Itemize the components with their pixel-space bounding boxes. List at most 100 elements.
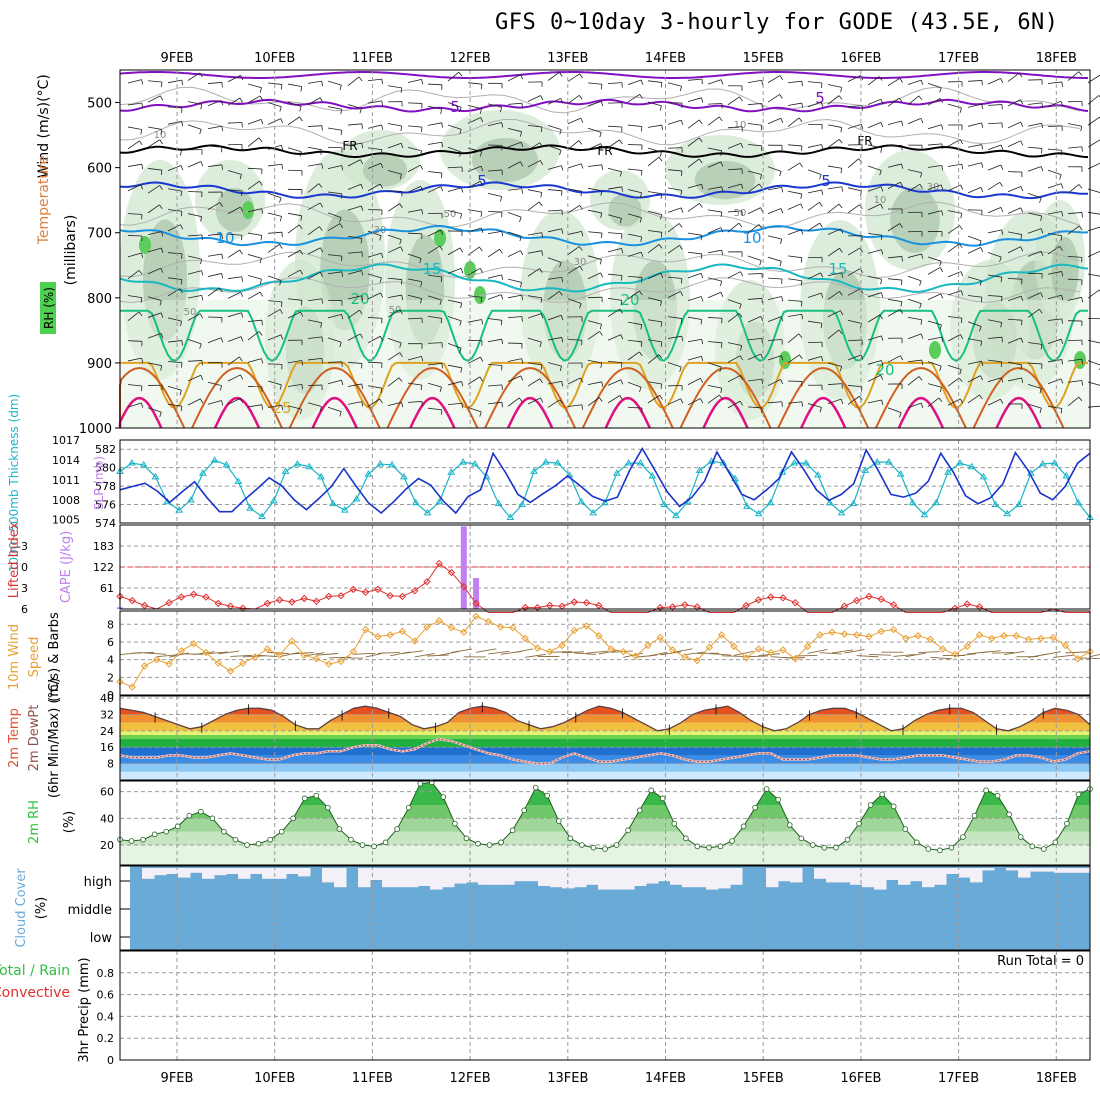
wind-barb bbox=[427, 105, 443, 115]
high-cloud-bar bbox=[898, 868, 911, 885]
wind-barb bbox=[347, 183, 364, 190]
wind-barb-staff bbox=[247, 167, 263, 170]
wind-barb-flag bbox=[620, 379, 624, 385]
wind-barb-staff bbox=[927, 256, 942, 262]
rh-point bbox=[567, 835, 574, 842]
wind-barb-staff bbox=[747, 144, 762, 147]
wind-barb-flag bbox=[920, 118, 924, 124]
wind-barb-flag bbox=[781, 296, 784, 302]
wind-barb bbox=[947, 225, 963, 234]
wind-barb-staff bbox=[567, 265, 581, 274]
wind-barb-flag bbox=[1020, 364, 1023, 370]
wind-barb bbox=[687, 232, 703, 241]
wind-barb bbox=[587, 320, 602, 330]
wind-barb-staff bbox=[1007, 186, 1022, 193]
thickness-point bbox=[139, 460, 148, 468]
wind-barb bbox=[847, 144, 863, 150]
wind-barb-staff bbox=[447, 268, 462, 274]
wind-barb-flag bbox=[659, 105, 662, 111]
wind-barb-staff bbox=[1027, 403, 1042, 409]
wind-barb bbox=[967, 235, 982, 246]
wind-barb-staff bbox=[247, 275, 262, 280]
wind-barb-staff bbox=[227, 189, 242, 192]
wind-barb-flag bbox=[639, 351, 643, 357]
wind-barb bbox=[967, 209, 983, 216]
wind-barb-staff bbox=[387, 294, 402, 299]
wind-barb-flag bbox=[440, 229, 444, 235]
surface-wind-barb bbox=[844, 649, 865, 654]
wind-barb-flag bbox=[421, 79, 424, 85]
wind-barb-flag bbox=[480, 117, 484, 123]
wind-barb-flag bbox=[779, 75, 783, 81]
wind-barb bbox=[867, 249, 884, 255]
wind-barb bbox=[327, 361, 343, 367]
wind-barb bbox=[287, 339, 303, 346]
wind-barb-flag bbox=[919, 280, 922, 286]
wind-barb-staff bbox=[587, 272, 601, 280]
cloud-axis-label: Cloud Cover bbox=[14, 868, 29, 948]
slp-tick-label: 1017 bbox=[52, 434, 80, 447]
isotherm-line bbox=[119, 224, 1089, 247]
wind-barb-staff bbox=[927, 397, 940, 408]
bottom-date-label: 11FEB bbox=[352, 1071, 393, 1086]
surface-wind-barb bbox=[316, 653, 339, 656]
wind-barb-staff bbox=[687, 119, 700, 129]
wind-barb-staff bbox=[987, 336, 1002, 339]
wind-barb bbox=[367, 147, 383, 155]
precip-frame bbox=[119, 950, 1091, 1061]
high-cloud-bar bbox=[322, 868, 335, 883]
wind-barb-staff bbox=[267, 102, 282, 108]
temp-band bbox=[120, 734, 1090, 740]
wind-barb-flag bbox=[439, 245, 443, 251]
wind-barb bbox=[527, 313, 544, 319]
wind-barb-flag bbox=[401, 294, 404, 301]
wind-barb-staff bbox=[627, 168, 642, 171]
wind-barb bbox=[427, 122, 444, 128]
wind-barb bbox=[527, 232, 544, 238]
wind-barb-flag bbox=[819, 202, 823, 207]
wind-barb-staff bbox=[227, 336, 242, 342]
wind-barb bbox=[887, 298, 903, 307]
wind-barb-staff bbox=[607, 232, 622, 235]
wind-barb-staff bbox=[427, 315, 442, 319]
li-tick-label: 3 bbox=[21, 582, 28, 595]
wind-barb bbox=[1007, 295, 1024, 302]
thickness-point bbox=[660, 500, 669, 508]
wind-barb-flag bbox=[660, 82, 663, 88]
wind-barb-staff bbox=[947, 364, 962, 370]
wind-barb-staff bbox=[587, 127, 602, 133]
wind-barb-staff bbox=[487, 192, 502, 197]
temp-frame bbox=[119, 695, 1091, 781]
wind-barb-staff bbox=[327, 254, 342, 257]
wind-barb bbox=[347, 235, 363, 244]
surface-wind-barb bbox=[132, 651, 155, 654]
thickness-point bbox=[743, 502, 751, 509]
wind-barb bbox=[507, 397, 523, 407]
wind-barb bbox=[427, 407, 443, 415]
wind-barb-flag bbox=[579, 265, 583, 271]
wind-barb bbox=[807, 384, 823, 391]
wind-speed-point bbox=[853, 631, 861, 639]
wind-barb-staff bbox=[447, 187, 462, 192]
wind-barb-flag bbox=[339, 217, 342, 223]
wind-barb-flag bbox=[361, 295, 364, 301]
wind-barb bbox=[907, 183, 923, 193]
wind-barb bbox=[447, 230, 463, 237]
wind-barb-staff bbox=[527, 337, 542, 343]
wind-barb bbox=[807, 144, 824, 150]
wind-barb-flag bbox=[1040, 215, 1043, 221]
wind-barb bbox=[247, 331, 263, 341]
wind-barb bbox=[147, 332, 164, 339]
wind-barb bbox=[827, 203, 843, 214]
rh-point bbox=[890, 803, 897, 810]
wind-barb-staff bbox=[287, 147, 302, 153]
wind-barb bbox=[627, 144, 643, 150]
wind-barb bbox=[147, 296, 162, 306]
wind-barb-staff bbox=[927, 361, 942, 367]
wind-barb bbox=[487, 401, 503, 408]
wind-barb-flag bbox=[580, 377, 584, 383]
wind-barb bbox=[287, 147, 302, 157]
surface-wind-barb bbox=[684, 651, 706, 656]
high-cloud-bar bbox=[238, 868, 251, 879]
wind-barb bbox=[287, 298, 303, 306]
